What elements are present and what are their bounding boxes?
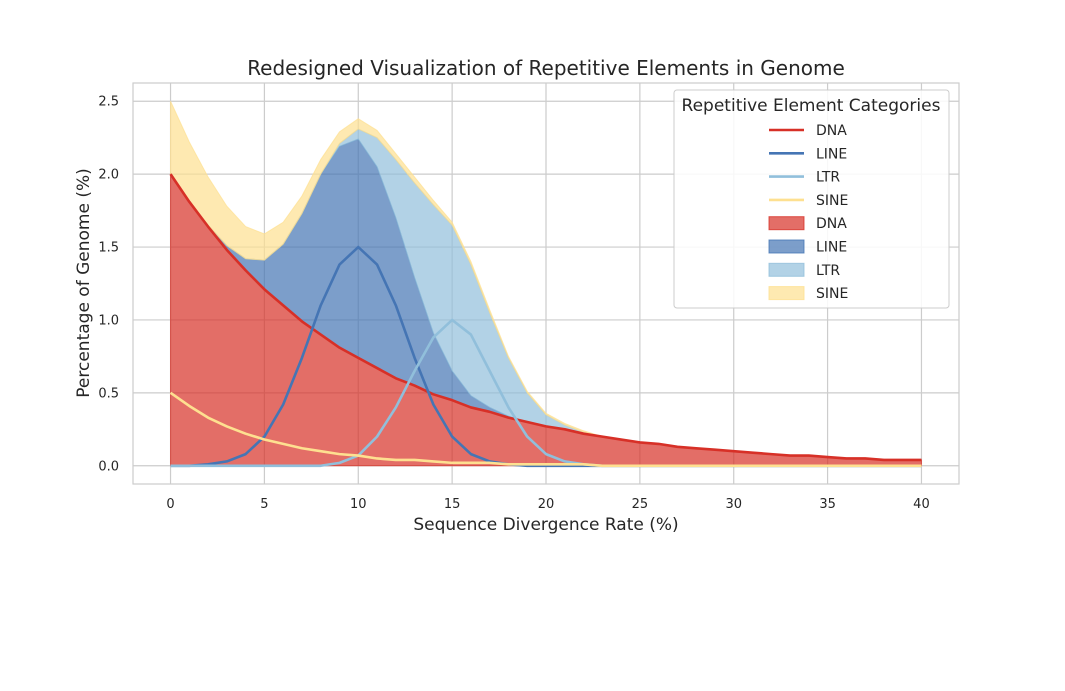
line-sine — [169, 391, 922, 468]
y-tick-label: 2.5 — [98, 95, 119, 110]
y-axis-label: Percentage of Genome (%) — [74, 168, 94, 397]
x-axis-label: Sequence Divergence Rate (%) — [413, 515, 678, 535]
legend-area-swatch — [768, 239, 805, 254]
y-tick-label: 0.5 — [98, 386, 119, 401]
x-tick-label: 0 — [166, 497, 174, 512]
legend-area-swatch — [768, 262, 805, 277]
x-tick-label: 30 — [725, 497, 742, 512]
legend-label: DNA — [816, 216, 847, 232]
y-tick-label: 1.0 — [98, 313, 119, 328]
legend-label: LINE — [816, 146, 847, 162]
legend-label: SINE — [816, 286, 848, 302]
legend-area-swatch — [768, 216, 805, 231]
x-tick-label: 40 — [913, 497, 930, 512]
legend-items: DNA LINE LTR SINE DNA LINE LTR SINE — [768, 123, 848, 302]
legend-title: Repetitive Element Categories — [682, 96, 941, 116]
line-layers — [169, 173, 922, 468]
chart-title: Redesigned Visualization of Repetitive E… — [247, 56, 845, 80]
legend-box — [673, 89, 950, 309]
legend-label: SINE — [816, 193, 848, 209]
y-tick-label: 2.0 — [98, 168, 119, 183]
x-tick-label: 20 — [538, 497, 555, 512]
plot-frame — [132, 82, 960, 485]
x-tick-label: 15 — [444, 497, 461, 512]
y-tick-label: 1.5 — [98, 241, 119, 256]
legend-label: LTR — [816, 263, 840, 279]
legend: Repetitive Element Categories DNA LINE LTR… — [673, 89, 950, 309]
y-tick-label: 0.0 — [98, 459, 119, 474]
y-axis-ticks: 0.0 0.5 1.0 1.5 2.0 2.5 — [98, 95, 119, 475]
legend-label: DNA — [816, 123, 847, 139]
x-tick-label: 25 — [632, 497, 649, 512]
legend-label: LTR — [816, 170, 840, 186]
x-tick-label: 5 — [260, 497, 268, 512]
x-axis-ticks: 0 5 10 15 20 25 30 35 40 — [166, 497, 929, 512]
legend-area-swatch — [768, 286, 805, 301]
x-tick-label: 10 — [350, 497, 367, 512]
line-dna — [169, 173, 922, 462]
x-tick-label: 35 — [819, 497, 836, 512]
legend-label: LINE — [816, 240, 847, 256]
